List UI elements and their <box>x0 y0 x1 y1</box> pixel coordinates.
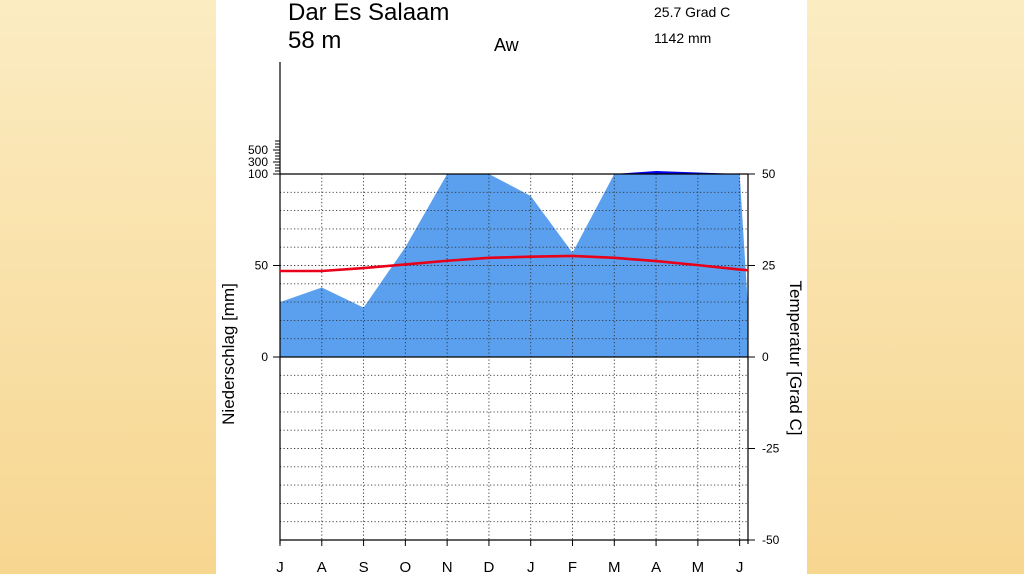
month-label: F <box>568 559 577 574</box>
chart-title: Dar Es Salaam <box>288 0 449 26</box>
month-label: A <box>651 559 661 574</box>
month-label: M <box>608 559 621 574</box>
temperature-point <box>747 269 749 272</box>
temperature-point <box>446 259 448 262</box>
temperature-point <box>362 267 365 269</box>
temperature-point <box>279 270 281 272</box>
temperature-layer <box>279 254 749 273</box>
month-label: O <box>400 559 412 574</box>
temperature-point <box>738 268 741 271</box>
elevation-label: 58 m <box>288 27 341 54</box>
month-label: J <box>276 559 284 574</box>
temperature-point <box>529 255 532 258</box>
temperature-point <box>488 257 490 259</box>
axes-layer <box>273 62 755 546</box>
month-label: M <box>692 559 705 574</box>
precipitation-tick-label: 500 <box>248 143 268 157</box>
temperature-point <box>571 255 574 257</box>
precipitation-axis-label: Niederschlag [mm] <box>219 283 238 425</box>
temperature-tick-label: -50 <box>762 533 780 547</box>
temperature-point <box>320 270 323 272</box>
temperature-axis-label: Temperatur [Grad C] <box>786 281 805 436</box>
temperature-tick-label: 25 <box>762 259 776 273</box>
temperature-point <box>613 257 616 259</box>
month-label: N <box>442 559 453 574</box>
precipitation-area-perhumid <box>280 171 748 174</box>
annual-temperature-label: 25.7 Grad C <box>654 4 730 20</box>
precipitation-area <box>280 174 748 357</box>
month-label: A <box>317 559 327 574</box>
slide-panel: Dar Es Salaam 58 m Aw 25.7 Grad C 1142 m… <box>216 0 807 574</box>
climate-chart: Dar Es Salaam 58 m Aw 25.7 Grad C 1142 m… <box>219 0 805 574</box>
precipitation-tick-label: 0 <box>261 350 268 364</box>
annual-precipitation-label: 1142 mm <box>654 30 711 46</box>
temperature-point <box>655 260 657 262</box>
month-label: S <box>359 559 369 574</box>
month-label: J <box>527 559 535 574</box>
precipitation-tick-label: 100 <box>248 167 268 181</box>
month-label: D <box>484 559 495 574</box>
month-label: J <box>736 559 744 574</box>
temperature-tick-label: 0 <box>762 350 769 364</box>
precipitation-layer <box>280 171 748 357</box>
temperature-tick-label: -25 <box>762 442 780 456</box>
temperature-point <box>404 263 407 266</box>
precipitation-tick-label: 50 <box>255 259 269 273</box>
temperature-tick-label: 50 <box>762 167 776 181</box>
climate-class-label: Aw <box>494 35 520 55</box>
precipitation-tick-label: 300 <box>248 155 268 169</box>
temperature-point <box>697 264 699 266</box>
